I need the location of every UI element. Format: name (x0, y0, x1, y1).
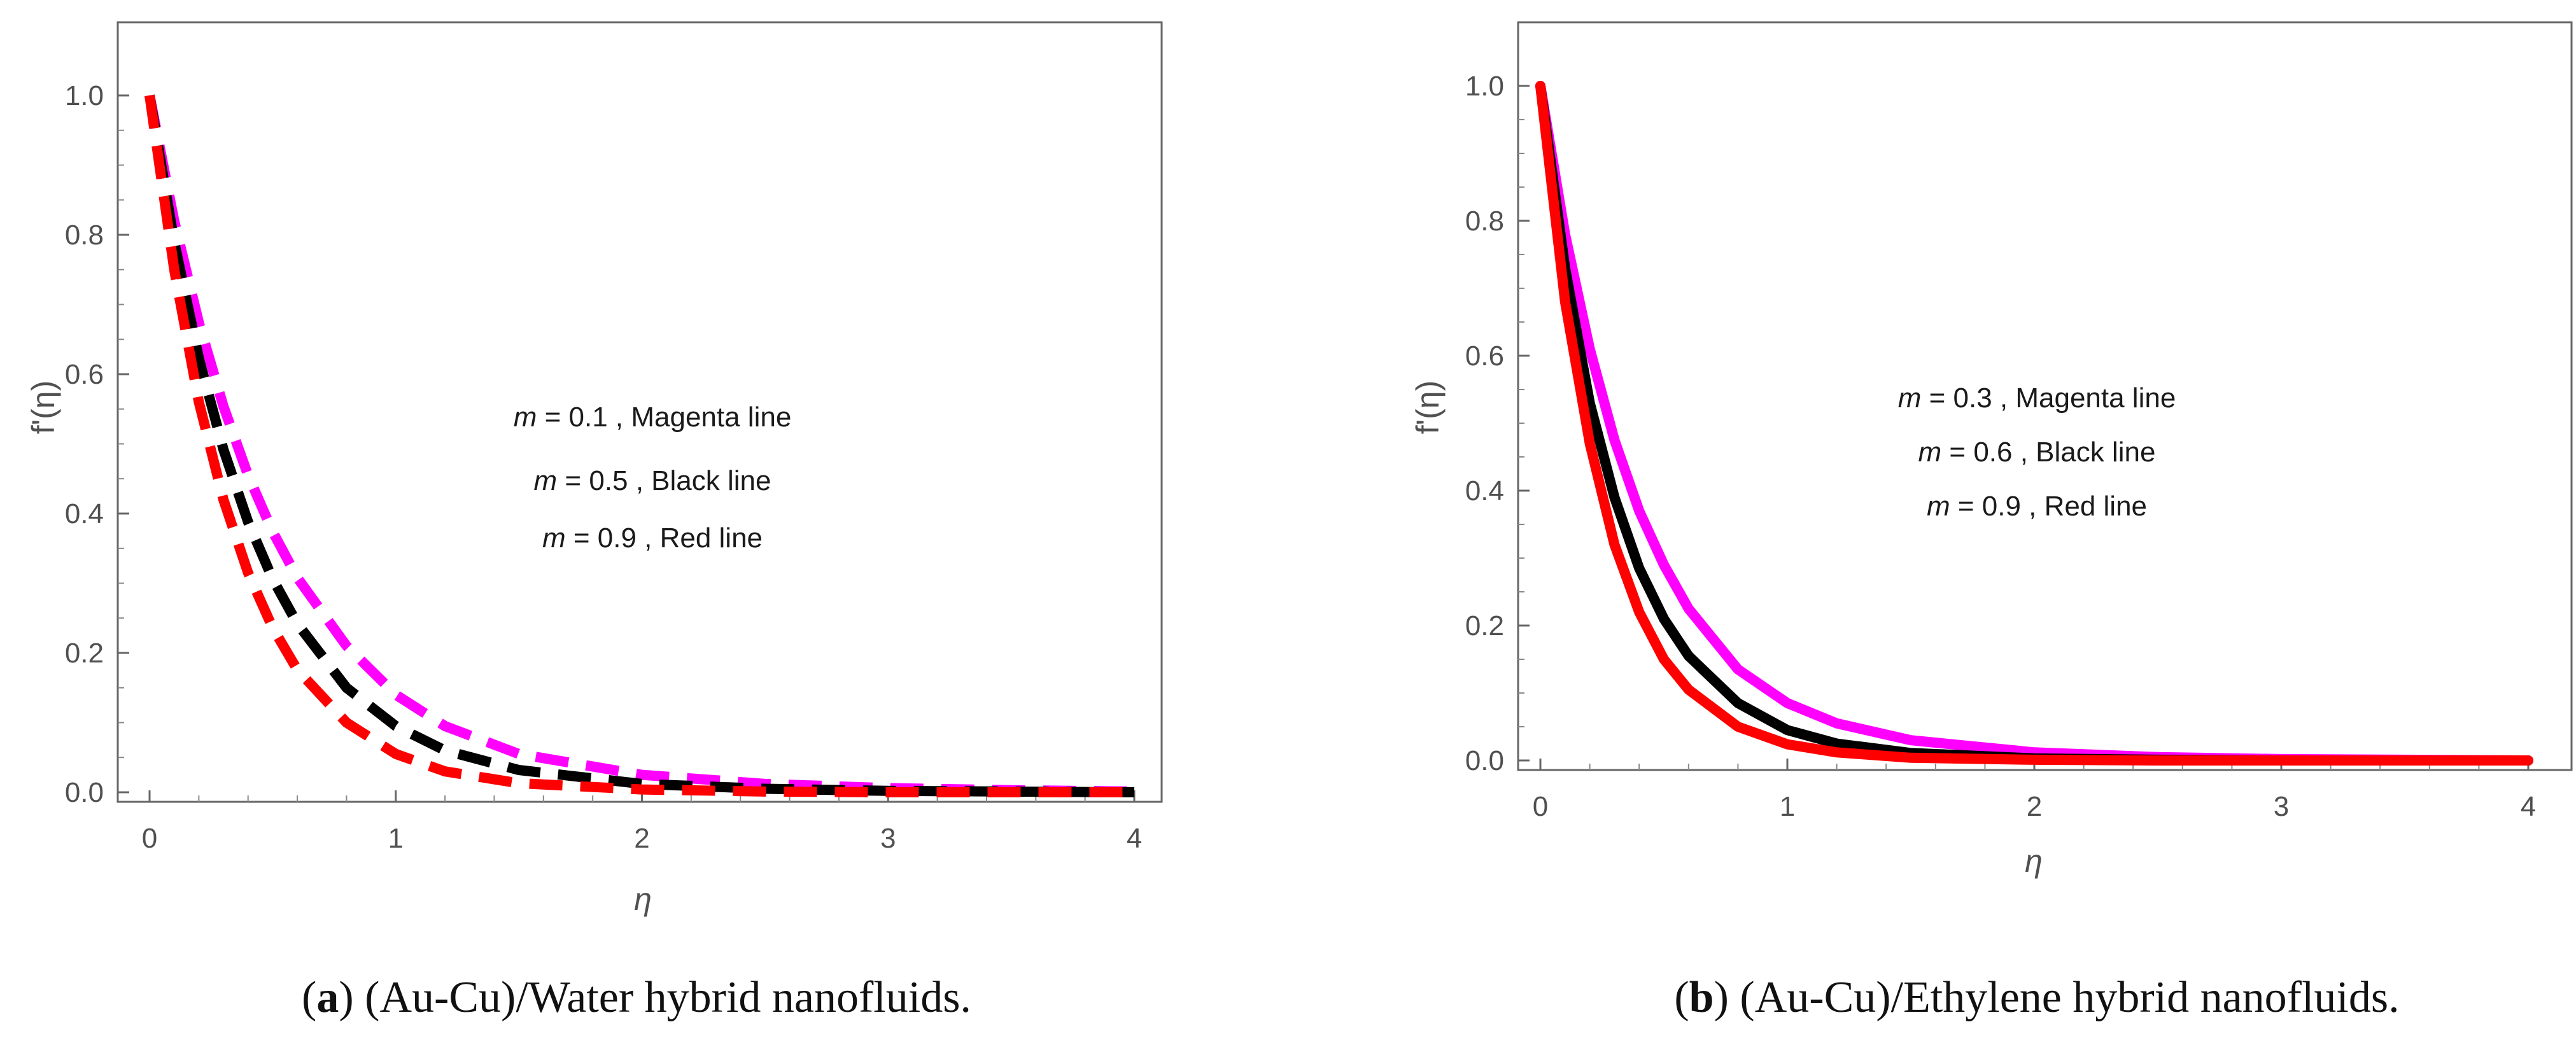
series-line (1535, 81, 2533, 766)
annotation-2: m = 0.5 , Black line (534, 465, 771, 496)
x-tick-label: 1 (1780, 791, 1795, 822)
annotation-2: m = 0.6 , Black line (1918, 437, 2156, 468)
y-tick-label: 0.4 (65, 498, 104, 529)
y-tick-label: 1.0 (1465, 71, 1504, 102)
series-line (1535, 81, 2533, 766)
y-tick-label: 0.4 (1465, 475, 1504, 507)
y-axis-label: f'(η) (25, 381, 61, 435)
chart-panel-a: 0 1 2 3 4 0.0 0.2 0.4 0.6 0.8 1.0 η f'(η) m = 0.1 , M… (25, 21, 1163, 1022)
y-tick-label: 0.6 (1465, 340, 1504, 372)
figure-caption-b: (b) (Au-Cu)/Ethylene hybrid nanofluids. (1674, 973, 2399, 1022)
x-axis-label: η (2025, 843, 2043, 879)
x-tick-label: 2 (634, 823, 649, 854)
annotation-1: m = 0.3 , Magenta line (1898, 382, 2176, 414)
y-tick-label: 0.6 (65, 359, 104, 390)
series-line (144, 94, 1135, 797)
x-tick-label: 3 (880, 823, 896, 854)
x-tick-label: 3 (2274, 791, 2289, 822)
y-tick-label: 0.2 (1465, 610, 1504, 641)
plot-frame (1517, 21, 2573, 771)
y-tick-label: 0.2 (65, 638, 104, 669)
y-tick-label: 0.0 (1465, 745, 1504, 776)
x-tick-label: 4 (1127, 823, 1142, 854)
plot-frame (116, 21, 1163, 803)
annotation-1: m = 0.1 , Magenta line (514, 402, 792, 433)
annotation-3: m = 0.9 , Red line (542, 522, 763, 554)
y-tick-label: 0.0 (65, 777, 104, 808)
chart-panel-b: 0 1 2 3 4 0.0 0.2 0.4 0.6 0.8 1.0 η f'(η) m = 0.3 , M… (1410, 21, 2573, 1022)
y-tick-label: 0.8 (1465, 206, 1504, 237)
series-line (144, 94, 1134, 797)
y-tick-label: 0.8 (65, 220, 104, 251)
x-tick-label: 4 (2521, 791, 2536, 822)
x-tick-label: 2 (2027, 791, 2042, 822)
x-tick-label: 1 (388, 823, 404, 854)
x-axis-label: η (634, 881, 652, 917)
figure-caption-a: (a) (Au-Cu)/Water hybrid nanofluids. (302, 973, 971, 1022)
y-tick-label: 1.0 (65, 80, 104, 111)
series-line (144, 94, 1135, 797)
annotation-3: m = 0.9 , Red line (1927, 491, 2147, 522)
x-tick-label: 0 (142, 823, 157, 854)
y-axis-label: f'(η) (1410, 381, 1446, 435)
x-tick-label: 0 (1533, 791, 1548, 822)
